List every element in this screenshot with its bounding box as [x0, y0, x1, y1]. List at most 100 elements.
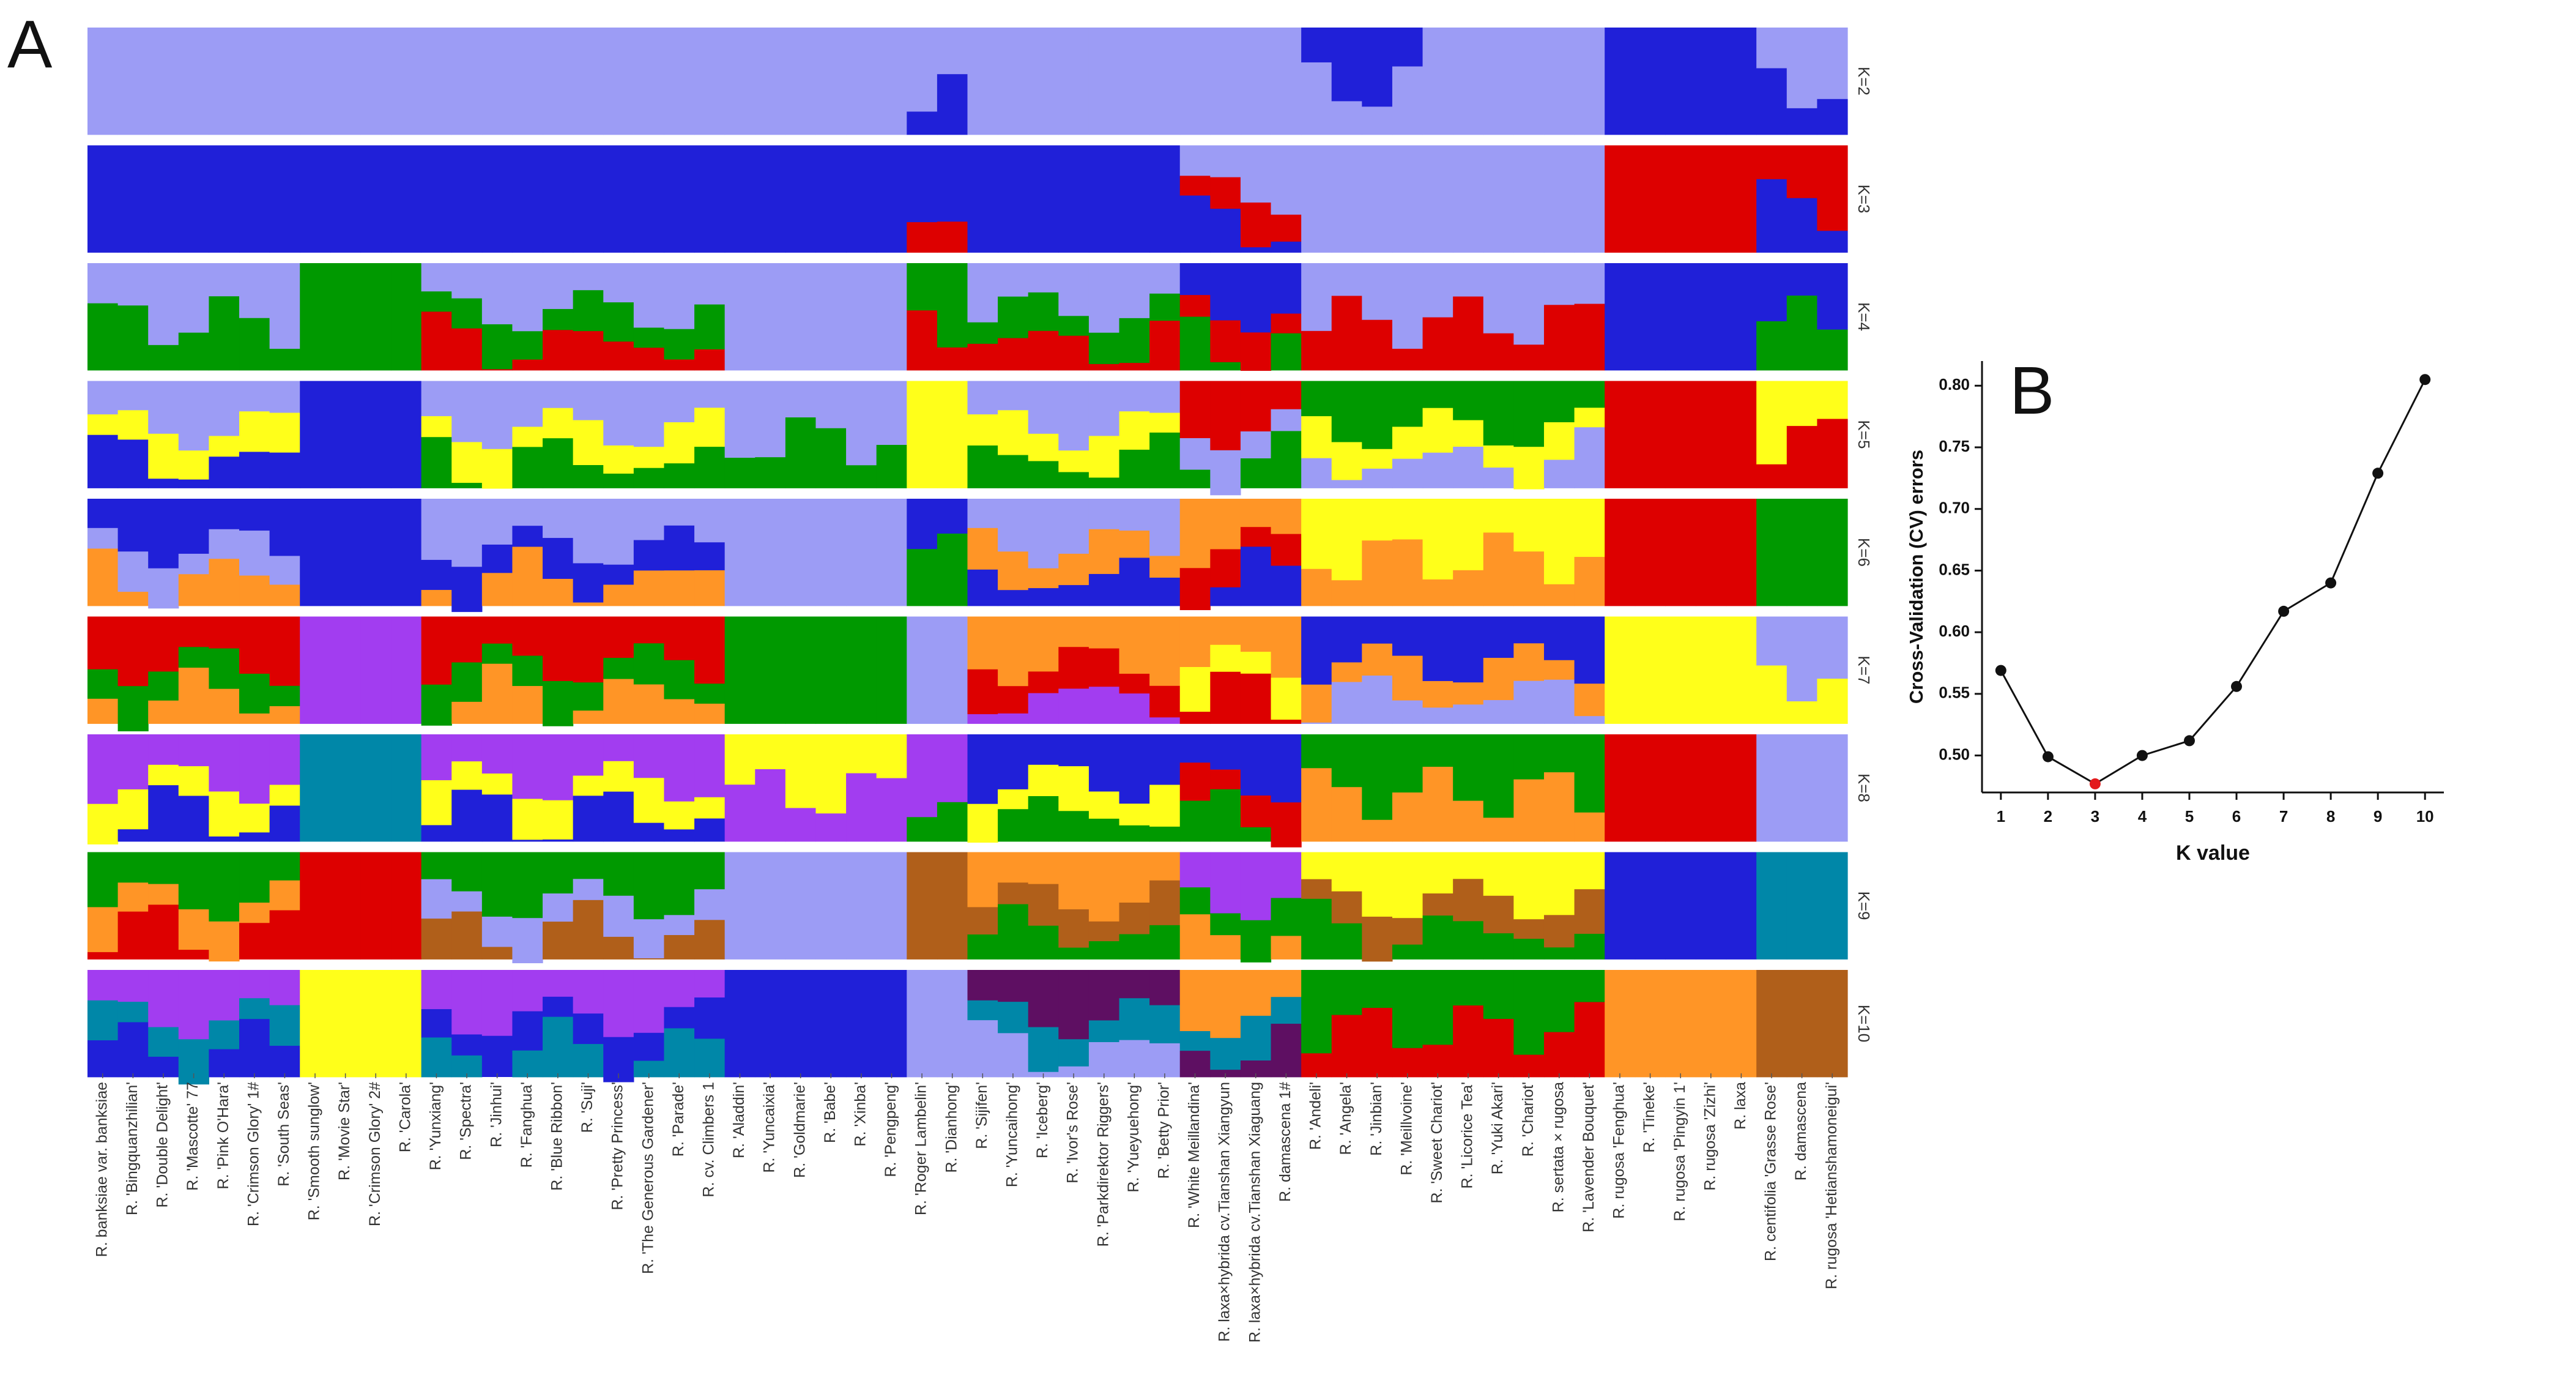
- ancestry-segment: [1574, 28, 1605, 135]
- ancestry-segment: [1574, 616, 1605, 684]
- sample-label: R. rugosa 'Pingyin 1': [1671, 1082, 1688, 1221]
- sample-label: R. 'Yueyuehong': [1125, 1082, 1142, 1193]
- ancestry-segment: [907, 970, 938, 1078]
- ancestry-segment: [573, 970, 604, 1014]
- ancestry-segment: [1817, 679, 1848, 724]
- ancestry-segment: [1574, 970, 1605, 1002]
- ancestry-segment: [1392, 792, 1423, 842]
- ancestry-segment: [300, 499, 331, 606]
- ancestry-segment: [1301, 879, 1332, 900]
- ancestry-segment: [117, 592, 149, 606]
- ancestry-segment: [1605, 852, 1636, 960]
- ancestry-segment: [1119, 970, 1150, 999]
- ancestry-segment: [1574, 408, 1605, 428]
- ancestry-segment: [755, 970, 786, 1078]
- ancestry-segment: [451, 145, 483, 253]
- ancestry-segment: [1088, 529, 1120, 575]
- ancestry-segment: [573, 734, 604, 776]
- ancestry-segment: [1513, 779, 1545, 842]
- ancestry-segment: [360, 970, 392, 1078]
- ancestry-segment: [1453, 800, 1484, 842]
- ancestry-segment: [967, 28, 998, 135]
- sample-label: R. banksiae var. banksiae: [93, 1082, 110, 1257]
- ancestry-segment: [1362, 970, 1393, 1008]
- ancestry-segment: [603, 263, 634, 303]
- ancestry-segment: [1483, 734, 1514, 818]
- ancestry-segment: [1088, 852, 1120, 922]
- ancestry-segment: [876, 145, 907, 253]
- ancestry-segment: [907, 111, 938, 135]
- ancestry-segment: [1331, 787, 1362, 842]
- ancestry-segment: [1058, 263, 1089, 316]
- ancestry-segment: [512, 616, 543, 656]
- ancestry-segment: [1362, 1008, 1393, 1078]
- ancestry-segment: [1210, 381, 1241, 451]
- ancestry-segment: [694, 408, 726, 447]
- ancestry-segment: [815, 428, 847, 488]
- cv-point: [2372, 468, 2384, 479]
- ancestry-segment: [209, 436, 240, 457]
- ancestry-segment: [543, 616, 574, 682]
- ancestry-segment: [1088, 818, 1120, 842]
- ancestry-segment: [117, 970, 149, 1002]
- ancestry-segment: [421, 499, 452, 561]
- ancestry-segment: [1088, 263, 1120, 334]
- ancestry-segment: [1453, 852, 1484, 879]
- ancestry-segment: [481, 616, 513, 644]
- sample-label: R. 'Roger Lambelin': [913, 1082, 930, 1215]
- ancestry-segment: [1301, 568, 1332, 606]
- ancestry-segment: [1088, 1042, 1120, 1078]
- sample-label: R. 'Goldmarie': [791, 1082, 808, 1178]
- ancestry-segment: [1543, 915, 1575, 948]
- ancestry-segment: [1331, 682, 1362, 724]
- sample-label: R. 'Jinhui': [488, 1082, 505, 1147]
- ancestry-segment: [1453, 381, 1484, 420]
- ancestry-segment: [1301, 616, 1332, 685]
- ancestry-segment: [269, 556, 300, 585]
- ancestry-segment: [1817, 263, 1848, 330]
- ancestry-segment: [785, 852, 817, 960]
- ancestry-segment: [269, 880, 300, 911]
- ancestry-segment: [178, 852, 210, 910]
- ancestry-segment: [1786, 852, 1817, 960]
- ancestry-segment: [1513, 734, 1545, 780]
- ancestry-segment: [815, 499, 847, 606]
- ancestry-segment: [1574, 1002, 1605, 1078]
- ancestry-segment: [87, 1000, 119, 1041]
- ancestry-segment: [1422, 852, 1453, 894]
- ancestry-segment: [209, 852, 240, 922]
- ancestry-segment: [1149, 880, 1181, 926]
- ancestry-segment: [391, 145, 422, 253]
- ancestry-segment: [178, 574, 210, 606]
- ancestry-segment: [1271, 970, 1302, 997]
- ancestry-segment: [543, 734, 574, 801]
- ancestry-segment: [543, 28, 574, 135]
- ancestry-segment: [391, 263, 422, 371]
- k-label: K=10: [1855, 1005, 1873, 1042]
- ancestry-segment: [603, 734, 634, 762]
- ancestry-segment: [1058, 1039, 1089, 1067]
- ancestry-segment: [1149, 28, 1181, 135]
- ancestry-segment: [1301, 970, 1332, 1054]
- ancestry-segment: [87, 1040, 119, 1078]
- ancestry-segment: [1210, 263, 1241, 321]
- ancestry-segment: [1513, 939, 1545, 960]
- ancestry-segment: [421, 734, 452, 781]
- ancestry-segment: [1301, 416, 1332, 459]
- sample-label: R. 'Yuncaixia': [761, 1082, 778, 1173]
- ancestry-segment: [1331, 28, 1362, 102]
- ancestry-segment: [512, 970, 543, 1012]
- sample-label: R. 'South Seas': [275, 1082, 292, 1187]
- ancestry-segment: [1483, 499, 1514, 533]
- ancestry-segment: [1756, 68, 1787, 135]
- ancestry-segment: [543, 438, 574, 488]
- ancestry-segment: [633, 348, 665, 371]
- ancestry-segment: [1574, 381, 1605, 408]
- ancestry-segment: [512, 263, 543, 332]
- ancestry-segment: [1483, 145, 1514, 253]
- ancestry-segment: [1453, 447, 1484, 488]
- cv-point: [2325, 577, 2337, 589]
- ancestry-segment: [1635, 734, 1666, 842]
- ancestry-segment: [664, 463, 695, 488]
